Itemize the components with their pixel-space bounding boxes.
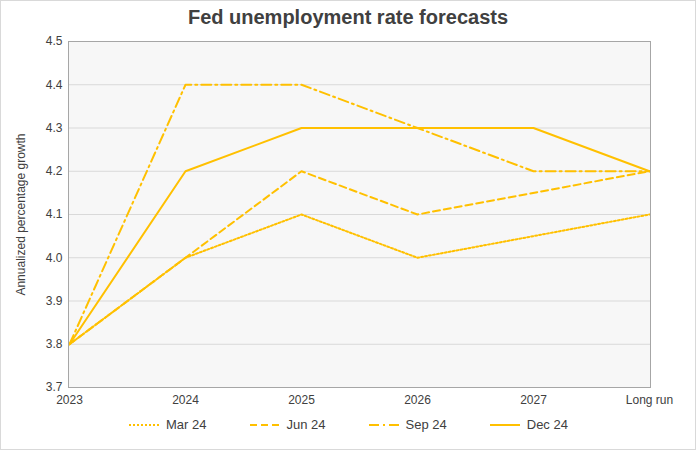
html-text:Jun 24: Jun 24 bbox=[286, 417, 326, 432]
svg-text:2023: 2023 bbox=[56, 393, 83, 407]
svg-text:2027: 2027 bbox=[520, 393, 547, 407]
svg-text:Long run: Long run bbox=[626, 393, 673, 407]
svg-text:4.2: 4.2 bbox=[46, 164, 63, 178]
svg-text:4.3: 4.3 bbox=[46, 121, 63, 135]
svg-text:4.0: 4.0 bbox=[46, 251, 63, 265]
html-text:Sep 24: Sep 24 bbox=[405, 417, 447, 432]
svg-text:2024: 2024 bbox=[172, 393, 199, 407]
html-text:Dec 24: Dec 24 bbox=[526, 417, 568, 432]
svg-text:Annualized percentage growth: Annualized percentage growth bbox=[14, 133, 28, 295]
svg-text:3.7: 3.7 bbox=[45, 380, 63, 395]
html-text:Mar 24: Mar 24 bbox=[166, 417, 207, 432]
svg-text:2026: 2026 bbox=[404, 393, 431, 407]
svg-text:4.4: 4.4 bbox=[46, 78, 63, 92]
svg-text:3.8: 3.8 bbox=[46, 337, 63, 351]
html-text:Fed unemployment rate forecast: Fed unemployment rate forecasts bbox=[188, 6, 508, 28]
svg-text:4.1: 4.1 bbox=[46, 207, 63, 221]
svg-text:4.5: 4.5 bbox=[46, 34, 63, 48]
svg-text:2025: 2025 bbox=[288, 393, 315, 407]
svg-text:3.9: 3.9 bbox=[46, 294, 63, 308]
